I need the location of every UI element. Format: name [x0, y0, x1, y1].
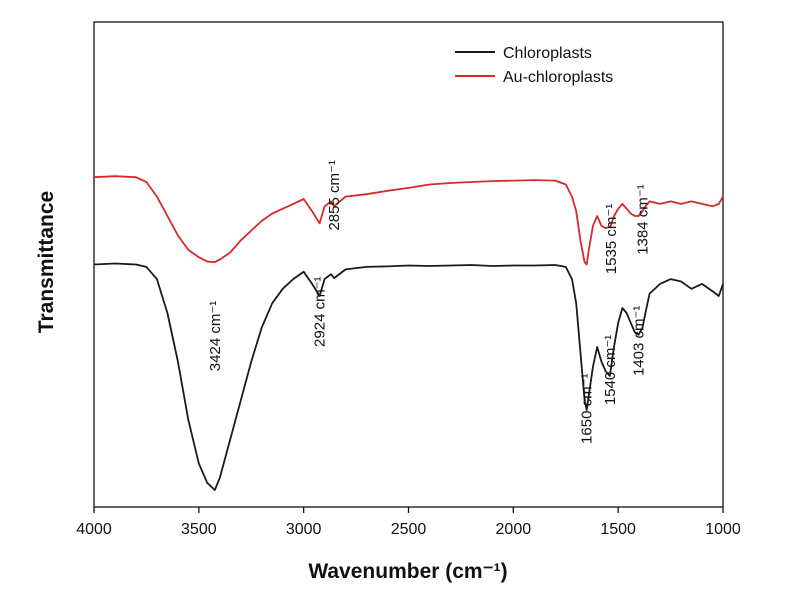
annotations-layer: 3424 cm⁻¹ 2924 cm⁻¹ 2855 cm⁻¹ 1650 cm⁻¹ 1540… — [207, 160, 652, 444]
peak-annotation: 1540 cm⁻¹ — [602, 335, 619, 405]
series-chloroplasts-line — [93, 262, 724, 491]
peak-annotation: 3424 cm⁻¹ — [207, 301, 224, 371]
peak-annotation: 2855 cm⁻¹ — [326, 160, 343, 230]
peak-annotation: 2924 cm⁻¹ — [312, 276, 329, 346]
legend-label-au-chloroplasts: Au-chloroplasts — [503, 69, 613, 86]
x-axis-ticks: 4000 3500 3000 2500 2000 1500 1000 — [76, 507, 741, 538]
x-tick-label: 2000 — [496, 521, 532, 538]
series-layer — [93, 175, 724, 491]
peak-annotation: 1403 cm⁻¹ — [631, 306, 648, 376]
peak-annotation: 1384 cm⁻¹ — [634, 184, 651, 254]
y-axis-title: Transmittance — [35, 191, 58, 333]
x-tick-label: 2500 — [391, 521, 427, 538]
plot-frame — [93, 21, 724, 508]
x-tick-label: 3000 — [286, 521, 322, 538]
x-tick-label: 4000 — [76, 521, 112, 538]
peak-annotation: 1535 cm⁻¹ — [603, 204, 620, 274]
x-tick-label: 1500 — [600, 521, 636, 538]
x-axis-title: Wavenumber (cm⁻¹) — [308, 560, 507, 583]
series-au-chloroplasts-line — [93, 175, 724, 266]
x-tick-label: 3500 — [181, 521, 217, 538]
x-tick-label: 1000 — [705, 521, 741, 538]
legend: Chloroplasts Au-chloroplasts — [455, 45, 613, 86]
peak-annotation: 1650 cm⁻¹ — [579, 373, 596, 443]
legend-label-chloroplasts: Chloroplasts — [503, 45, 592, 62]
